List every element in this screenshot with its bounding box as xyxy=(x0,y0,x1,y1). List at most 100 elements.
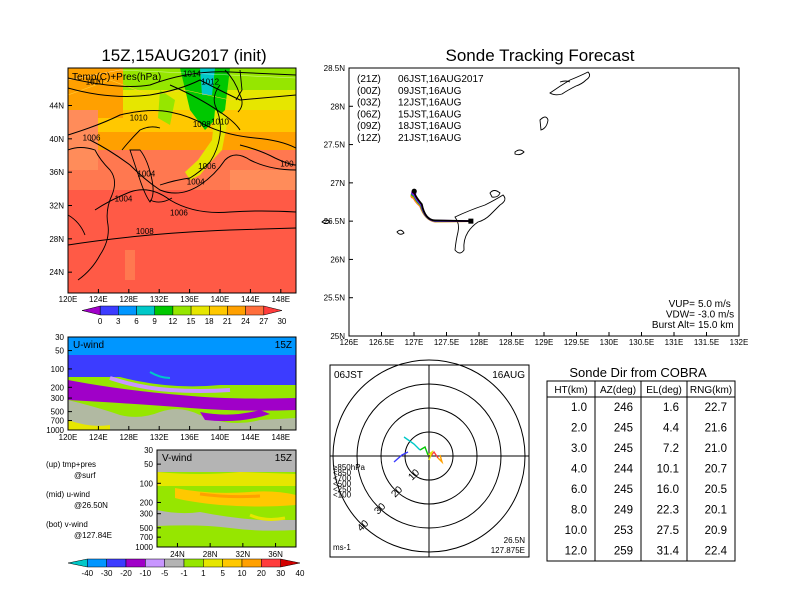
polar-lat: 26.5N xyxy=(504,536,526,545)
v-wind-y-label: 200 xyxy=(140,498,154,507)
wind-colorbar: -40 -30 -20 -10 -5 -1 1 5 10 20 30 40 xyxy=(67,558,305,578)
wind-colorbar-label: -20 xyxy=(120,569,132,578)
isobar-label: 1006 xyxy=(170,209,188,218)
track-lat-label: 26.5N xyxy=(324,217,346,226)
track-lat-label: 25.5N xyxy=(324,294,346,303)
temp-colorbar-swatch xyxy=(154,305,174,316)
map-lat-label: 28N xyxy=(49,235,64,244)
polar-legend-entry: <850 xyxy=(333,469,352,478)
wind-colorbar-label: 1 xyxy=(201,569,206,578)
table-cell: 16.0 xyxy=(657,484,679,496)
wind-colorbar-label: 30 xyxy=(276,569,285,578)
wind-colorbar-label: -1 xyxy=(180,569,188,578)
track-param-value: 5.0 m/s xyxy=(698,299,731,310)
map-lat-label: 40N xyxy=(49,135,64,144)
track-legend-time: 21JST,16AUG xyxy=(398,133,462,144)
isobar-label: 100 xyxy=(280,159,294,168)
track-lat-label: 25N xyxy=(330,332,345,341)
table-cell: 21.6 xyxy=(705,423,727,435)
track-lon-label: 127E xyxy=(405,338,424,347)
u-wind-y-label: 30 xyxy=(55,333,64,342)
track-lon-label: 130E xyxy=(600,338,619,347)
temp-colorbar-label: 9 xyxy=(152,317,157,326)
table-cell: 6.0 xyxy=(571,484,587,496)
polar-legend-entry: <500 xyxy=(333,480,352,489)
track-lat-label: 26N xyxy=(330,255,345,264)
isobar-label: 1008 xyxy=(193,120,211,129)
table-header-cell: AZ(deg) xyxy=(600,385,636,396)
table-header-cell: RNG(km) xyxy=(690,385,732,396)
isobar-label: 1004 xyxy=(115,194,133,203)
polar-time: 06JST xyxy=(334,370,363,381)
temp-colorbar-label: 3 xyxy=(116,317,121,326)
temperature-field xyxy=(68,68,296,293)
table-cell: 245 xyxy=(614,423,633,435)
temp-colorbar-swatch xyxy=(118,305,137,316)
note-line: @surf xyxy=(74,471,96,480)
table-cell: 244 xyxy=(614,464,634,476)
track-legend-time: 12JST,16AUG xyxy=(398,98,462,109)
wind-colorbar-label: -5 xyxy=(161,569,169,578)
track-title: Sonde Tracking Forecast xyxy=(446,46,635,65)
wind-colorbar-label: 10 xyxy=(238,569,247,578)
u-wind-x-label: 144E xyxy=(241,433,260,442)
table-cell: 2.0 xyxy=(571,423,587,435)
table-title: Sonde Dir from COBRA xyxy=(569,365,707,380)
polar-units: ms-1 xyxy=(333,543,351,552)
table-cell: 20.7 xyxy=(705,464,727,476)
table-cell: 10.0 xyxy=(565,525,587,537)
track-path xyxy=(413,191,471,223)
temp-colorbar-swatch xyxy=(245,305,265,316)
v-wind-y-label: 500 xyxy=(140,524,154,533)
burst-point xyxy=(411,188,417,194)
table-cell: 246 xyxy=(614,402,633,414)
temp-colorbar-swatch xyxy=(190,305,210,316)
temp-colorbar-swatch xyxy=(172,305,192,316)
u-wind-x-label: 136E xyxy=(180,433,199,442)
table-cell: 12.0 xyxy=(565,546,587,558)
table-cell: 3.0 xyxy=(571,443,587,455)
u-wind-y-label: 1000 xyxy=(46,426,64,435)
map-frame xyxy=(67,67,297,294)
wind-colorbar-label: 20 xyxy=(257,569,266,578)
track-lat-labels: 28.5N 28N 27.5N 27N 26.5N 26N 25.5N 25N xyxy=(324,64,353,341)
u-wind-y-label: 200 xyxy=(51,383,65,392)
wind-colorbar-label: 40 xyxy=(296,569,305,578)
sonde-direction-table: HT(km) AZ(deg) EL(deg) RNG(km) 1.0 246 1.6 22.7… xyxy=(546,380,736,562)
map-title: 15Z,15AUG2017 (init) xyxy=(101,46,266,65)
wind-colorbar-swatch xyxy=(203,558,223,568)
wind-colorbar-swatch xyxy=(241,558,262,568)
track-param-value: 15.0 km xyxy=(698,320,734,331)
map-lon-labels: 120E 124E 128E 132E 136E 140E 144E 148E xyxy=(59,289,290,304)
u-wind-x-labels: 120E 124E 128E 132E 136E 140E 144E 148E xyxy=(59,426,290,442)
table-cell: 245 xyxy=(614,443,633,455)
polar-lon: 127.875E xyxy=(491,546,525,555)
table-cell: 10.1 xyxy=(657,464,679,476)
track-legend-time: 09JST,16AUG xyxy=(398,86,462,97)
wind-colorbar-swatch xyxy=(125,558,146,568)
track-lon-label: 129E xyxy=(535,338,554,347)
u-wind-y-label: 100 xyxy=(51,365,65,374)
map-lon-label: 144E xyxy=(241,295,260,304)
hodograph xyxy=(393,436,444,465)
wind-colorbar-swatch xyxy=(261,558,281,568)
temp-colorbar-label: 18 xyxy=(205,317,214,326)
coastlines xyxy=(68,69,243,281)
v-wind-y-label: 700 xyxy=(140,533,154,542)
islands xyxy=(321,71,591,254)
track-lon-label: 130.5E xyxy=(629,338,654,347)
track-legend-run: (12Z) xyxy=(357,133,381,144)
v-wind-x-label: 32N xyxy=(236,550,251,559)
table-cell: 1.0 xyxy=(571,402,587,414)
track-lon-label: 128.5E xyxy=(499,338,524,347)
table-cell: 249 xyxy=(614,505,633,517)
u-wind-x-label: 124E xyxy=(89,433,108,442)
temp-colorbar-swatch xyxy=(209,305,228,316)
v-wind-y-label: 1000 xyxy=(135,543,153,552)
map-lon-label: 124E xyxy=(89,295,108,304)
wind-colorbar-label: 5 xyxy=(220,569,225,578)
table-cell: 22.7 xyxy=(705,402,727,414)
wind-colorbar-swatch xyxy=(106,558,127,568)
